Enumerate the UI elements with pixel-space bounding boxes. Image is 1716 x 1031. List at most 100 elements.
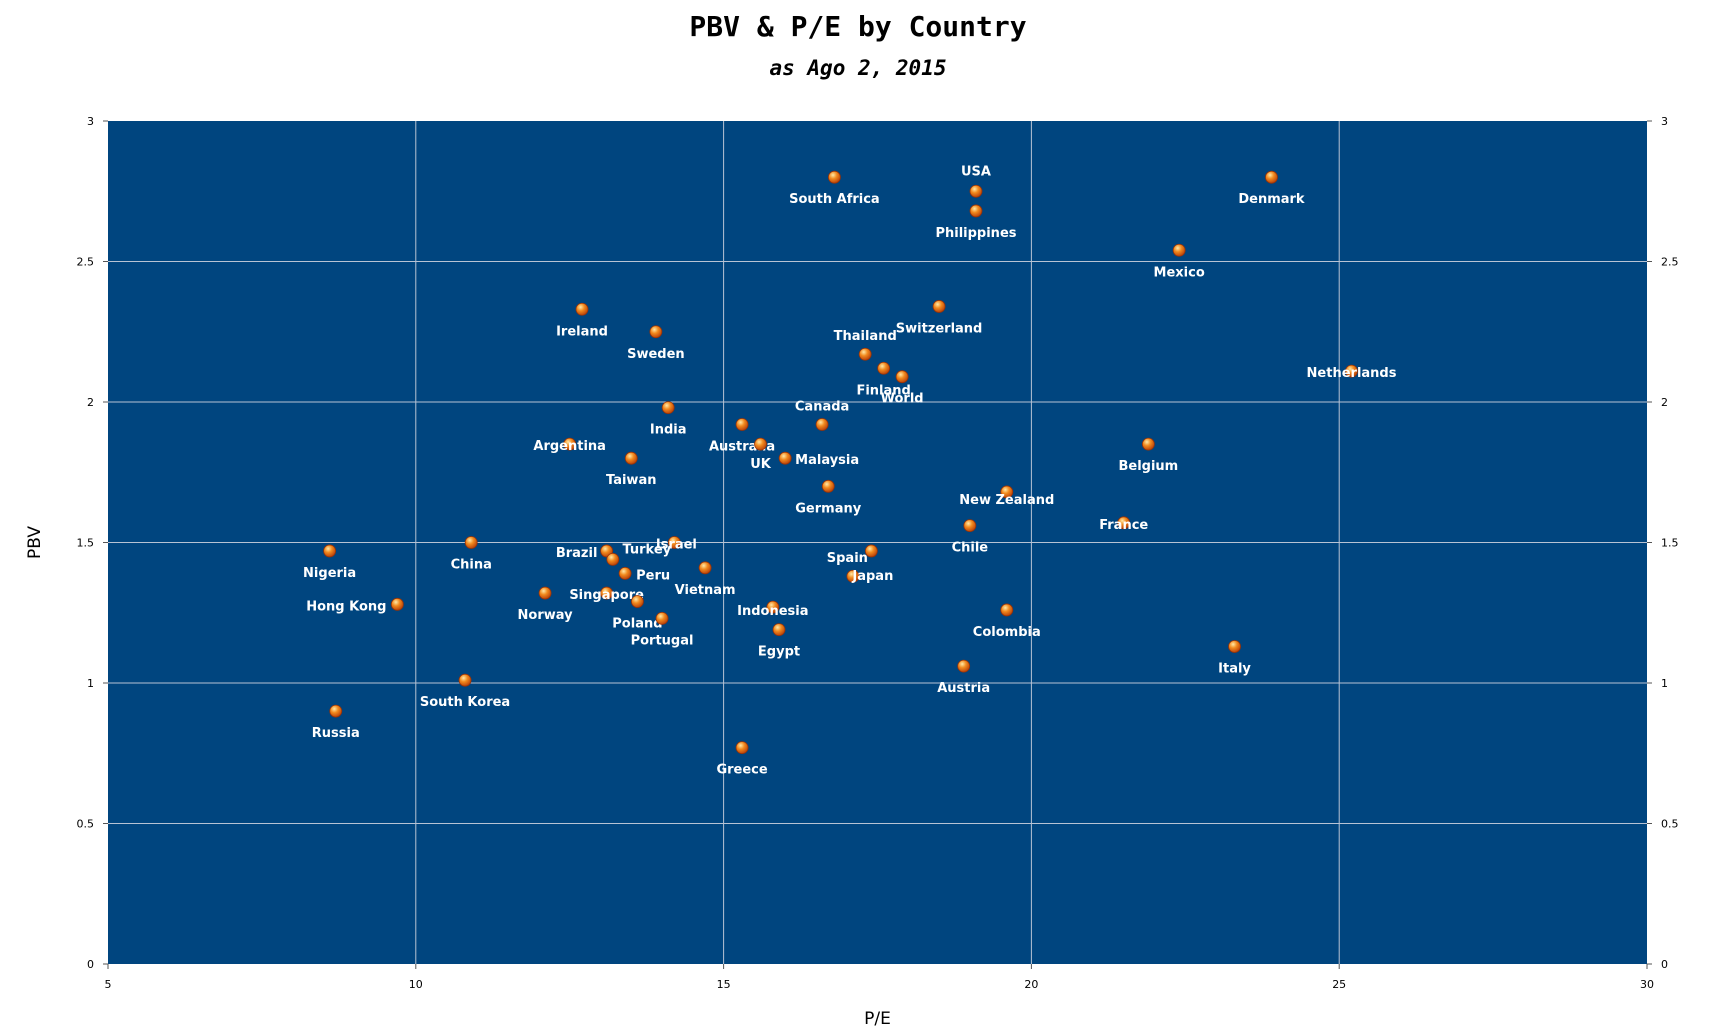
point-label: Taiwan [606, 473, 656, 488]
y-tick-label-left: 2 [87, 396, 94, 409]
data-point [969, 184, 983, 198]
point-label: Netherlands [1307, 366, 1397, 381]
y-tick-label-right: 1 [1661, 677, 1668, 690]
data-point [969, 204, 983, 218]
data-point [667, 536, 681, 549]
point-label: Brazil [556, 546, 598, 561]
point-label: Belgium [1118, 459, 1178, 474]
data-point [766, 600, 780, 614]
point-label: Mexico [1154, 265, 1205, 280]
point-label: Canada [795, 399, 849, 414]
data-point [754, 437, 767, 451]
point-label: Japan [851, 569, 893, 584]
data-point [1345, 364, 1358, 378]
data-point [1228, 640, 1241, 653]
data-point [828, 170, 841, 184]
chart-title: PBV & P/E by Country [689, 10, 1027, 43]
y-tick-label-left: 2.5 [77, 256, 95, 269]
y-tick-label-right: 0.5 [1661, 818, 1679, 831]
data-point [1000, 485, 1014, 499]
data-point [600, 586, 614, 600]
data-point [458, 673, 472, 687]
data-point [618, 567, 632, 580]
data-point [661, 401, 675, 415]
data-point [895, 370, 909, 384]
data-point [1172, 243, 1186, 257]
x-tick-label: 15 [717, 978, 731, 991]
y-tick-label-left: 1.5 [77, 537, 95, 550]
y-tick-label-left: 0.5 [77, 818, 95, 831]
data-point [323, 544, 337, 558]
data-point [963, 519, 977, 533]
data-point [698, 561, 712, 575]
point-label: Malaysia [795, 453, 859, 468]
y-tick-label-left: 3 [87, 115, 94, 128]
point-label: Spain [827, 551, 868, 566]
point-label: UK [750, 457, 772, 472]
data-point [1000, 603, 1014, 617]
point-label: USA [961, 164, 991, 179]
data-point [624, 451, 638, 465]
data-point [1117, 516, 1131, 530]
data-point [858, 347, 872, 361]
point-label: Vietnam [675, 583, 736, 598]
point-label: Hong Kong [306, 599, 386, 614]
y-tick-label-left: 1 [87, 677, 94, 690]
data-point [563, 437, 577, 451]
point-label: South Korea [420, 695, 510, 710]
data-point [329, 704, 343, 718]
x-tick-label: 10 [409, 978, 423, 991]
chart-subtitle: as Ago 2, 2015 [769, 56, 947, 80]
point-label: Poland [612, 617, 662, 632]
point-label: Thailand [834, 329, 897, 344]
data-point [735, 418, 749, 431]
data-point [606, 552, 620, 566]
x-axis-label: P/E [864, 1009, 891, 1029]
data-point [655, 611, 669, 625]
data-point [864, 544, 878, 558]
data-point [575, 302, 589, 316]
point-label: Denmark [1238, 192, 1305, 207]
x-tick-label: 25 [1332, 978, 1346, 991]
data-point [846, 569, 860, 583]
point-label: Russia [312, 726, 360, 741]
data-point [390, 597, 404, 611]
y-tick-label-left: 0 [87, 958, 94, 971]
data-point [778, 451, 792, 465]
point-label: Norway [518, 608, 574, 623]
point-label: South Africa [789, 192, 880, 207]
point-label: China [451, 558, 492, 573]
data-point [649, 325, 663, 339]
data-point [1141, 437, 1155, 451]
point-label: World [881, 392, 924, 407]
point-label: Colombia [973, 625, 1041, 640]
point-label: Chile [952, 541, 989, 556]
y-tick-label-right: 2 [1661, 396, 1668, 409]
point-label: Switzerland [896, 321, 983, 336]
point-label: Ireland [556, 324, 608, 339]
data-point [538, 586, 552, 600]
point-label: Egypt [758, 645, 800, 660]
point-label: Peru [636, 568, 670, 583]
point-label: Nigeria [303, 566, 356, 581]
data-point [464, 536, 478, 549]
data-point [735, 741, 749, 755]
data-point [1265, 170, 1278, 184]
point-label: Finland [856, 383, 910, 398]
x-tick-label: 30 [1640, 978, 1654, 991]
point-label: Israel [656, 538, 697, 553]
point-label: France [1099, 518, 1148, 533]
point-label: Greece [716, 763, 767, 778]
x-tick-label: 20 [1024, 978, 1038, 991]
data-point [957, 659, 971, 673]
data-point [772, 623, 786, 637]
y-tick-label-right: 2.5 [1661, 256, 1679, 269]
y-axis-label: PBV [25, 526, 45, 559]
data-point [877, 361, 891, 375]
point-label: Indonesia [737, 604, 808, 619]
x-tick-label: 5 [105, 978, 112, 991]
point-label: Italy [1218, 661, 1251, 676]
point-label: Germany [795, 501, 861, 516]
point-label: Singapore [569, 588, 644, 603]
